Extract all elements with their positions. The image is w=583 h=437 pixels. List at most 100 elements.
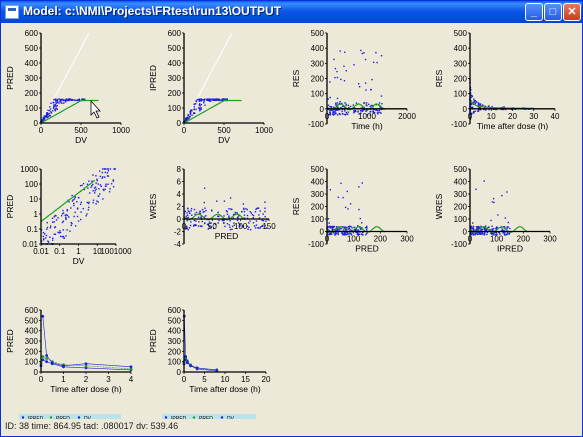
point (495, 108, 497, 111)
close-button[interactable]: ✕ (563, 3, 581, 21)
point (96, 179, 98, 182)
point (199, 212, 202, 215)
point (470, 225, 473, 228)
tick-label: 1 (61, 375, 66, 384)
point (51, 217, 54, 220)
point (337, 229, 339, 231)
point (193, 106, 196, 108)
tick-label: 0 (463, 228, 468, 237)
point (343, 65, 345, 67)
point (55, 105, 57, 107)
point (42, 235, 45, 238)
point (479, 105, 482, 107)
title-bar[interactable]: Model: c:\NMI\Projects\FRtest\run13\OUTP… (1, 1, 582, 23)
smooth-line (40, 179, 96, 222)
point (225, 98, 227, 100)
point (344, 229, 347, 232)
tick-label: 500 (454, 165, 468, 174)
point (329, 112, 332, 114)
point (46, 226, 49, 229)
series-marker (45, 357, 49, 360)
tick-label: 500 (454, 29, 468, 38)
point (496, 226, 498, 229)
point (220, 99, 222, 102)
tick-label: -100 (451, 120, 468, 129)
tick-label: 20 (508, 112, 517, 121)
tick-label: -4 (174, 240, 182, 249)
smooth-line (469, 225, 528, 234)
point (190, 210, 192, 212)
point (333, 225, 336, 228)
point (357, 111, 359, 113)
point (59, 230, 61, 232)
point (346, 190, 348, 193)
point (470, 102, 473, 104)
point (257, 227, 259, 229)
point (341, 110, 343, 113)
point (197, 216, 200, 218)
point (203, 102, 205, 104)
point (358, 186, 360, 188)
point (471, 232, 474, 234)
tick-label: 4 (177, 190, 182, 199)
point (495, 227, 497, 230)
point (194, 103, 197, 105)
tick-label: 500 (311, 29, 325, 38)
maximize-button[interactable]: □ (544, 3, 562, 21)
point (344, 233, 346, 235)
point (67, 99, 69, 102)
plot-1[interactable]: 0 100 200 300 400 500 600 0 500 1000 DV PRED (5, 29, 130, 145)
point (77, 220, 80, 222)
point (337, 196, 340, 199)
point (347, 111, 349, 113)
point (247, 228, 249, 231)
point (481, 228, 483, 231)
point (487, 226, 490, 228)
tick-label: 400 (311, 178, 325, 187)
point (347, 228, 350, 230)
plot-2[interactable]: 0 100 200 300 400 500 600 0 500 1000 DV IPRED (148, 29, 273, 145)
point (82, 98, 84, 100)
minimize-button[interactable]: _ (525, 3, 543, 21)
tick-label: 300 (400, 235, 414, 244)
point (57, 231, 59, 234)
point (93, 192, 96, 194)
tick-label: 200 (311, 203, 325, 212)
point (479, 232, 482, 234)
tick-label: -100 (451, 240, 468, 249)
point (354, 230, 357, 232)
point (77, 99, 79, 101)
point (257, 207, 260, 209)
point (378, 109, 381, 112)
point (92, 174, 94, 176)
point (47, 113, 49, 115)
point (112, 186, 115, 188)
point (54, 233, 57, 235)
point (55, 101, 57, 103)
point (255, 208, 257, 210)
point (233, 222, 235, 224)
point (193, 112, 195, 115)
point (73, 215, 75, 218)
legend-entry: DV (227, 416, 235, 419)
app-icon[interactable] (5, 5, 19, 19)
point (77, 196, 80, 199)
point (365, 228, 368, 231)
tick-label: 0 (39, 375, 44, 384)
point (344, 110, 346, 112)
point (239, 225, 241, 227)
point (60, 98, 62, 101)
point (49, 114, 52, 117)
point (53, 216, 56, 218)
point (366, 232, 368, 235)
point (102, 188, 104, 191)
point (475, 232, 478, 234)
